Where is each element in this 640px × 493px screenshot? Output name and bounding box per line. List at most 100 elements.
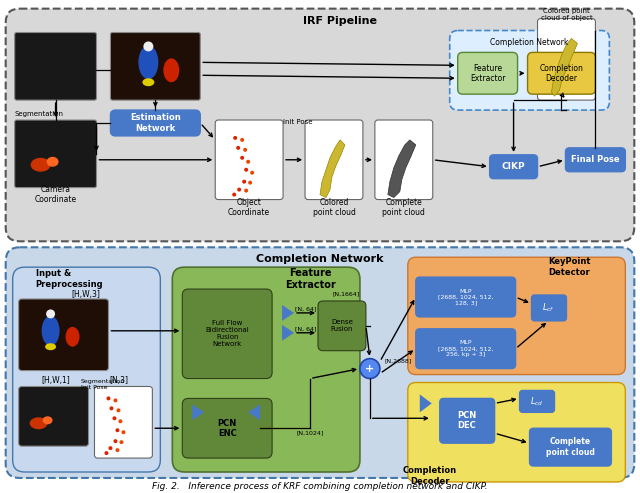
Text: Feature
Extractor: Feature Extractor: [470, 64, 506, 83]
FancyBboxPatch shape: [566, 148, 625, 172]
Ellipse shape: [42, 316, 60, 346]
Ellipse shape: [248, 180, 252, 185]
Text: Feature
Extractor: Feature Extractor: [285, 268, 335, 290]
Text: PCN
ENC: PCN ENC: [218, 419, 237, 438]
FancyBboxPatch shape: [490, 155, 538, 178]
FancyBboxPatch shape: [182, 289, 272, 379]
Text: Completion
Decoder: Completion Decoder: [540, 64, 584, 83]
Ellipse shape: [122, 430, 125, 434]
Text: Completion Network: Completion Network: [256, 254, 384, 264]
Ellipse shape: [109, 406, 113, 410]
Text: $L_{cd}$: $L_{cd}$: [530, 395, 543, 408]
Text: Complete
point cloud: Complete point cloud: [546, 437, 595, 457]
FancyBboxPatch shape: [408, 257, 625, 375]
Ellipse shape: [232, 193, 236, 197]
Ellipse shape: [242, 179, 246, 184]
Polygon shape: [420, 394, 432, 412]
Ellipse shape: [246, 160, 250, 164]
FancyBboxPatch shape: [529, 428, 611, 466]
FancyBboxPatch shape: [95, 387, 152, 458]
Text: MLP
[2688, 1024, 512,
256, kp + 3]: MLP [2688, 1024, 512, 256, kp + 3]: [438, 340, 493, 357]
Text: Segmentation: Segmentation: [14, 111, 63, 117]
Text: [N, 64]: [N, 64]: [295, 307, 317, 312]
FancyBboxPatch shape: [532, 295, 566, 321]
Ellipse shape: [31, 158, 51, 172]
Text: [N,1664]: [N,1664]: [332, 291, 360, 296]
Circle shape: [360, 358, 380, 379]
FancyBboxPatch shape: [172, 267, 360, 472]
Text: $L_{cf}$: $L_{cf}$: [542, 302, 555, 314]
Text: Camera
Coordinate: Camera Coordinate: [35, 185, 77, 204]
Ellipse shape: [120, 440, 124, 444]
Text: Colored point
cloud of object: Colored point cloud of object: [541, 8, 593, 21]
Ellipse shape: [29, 417, 47, 429]
FancyBboxPatch shape: [318, 301, 366, 351]
Ellipse shape: [142, 78, 154, 86]
FancyBboxPatch shape: [408, 383, 625, 482]
FancyBboxPatch shape: [375, 120, 433, 200]
Ellipse shape: [106, 396, 111, 400]
Text: IRF Pipeline: IRF Pipeline: [303, 16, 377, 26]
FancyBboxPatch shape: [15, 33, 97, 100]
Polygon shape: [192, 404, 204, 421]
Ellipse shape: [113, 398, 118, 402]
FancyBboxPatch shape: [6, 9, 634, 241]
Text: Segmentation
Init Pose: Segmentation Init Pose: [81, 379, 125, 390]
Ellipse shape: [115, 448, 120, 452]
FancyBboxPatch shape: [520, 390, 554, 412]
Text: Dense
Fusion: Dense Fusion: [331, 319, 353, 332]
Text: [H,W,1]: [H,W,1]: [41, 376, 70, 385]
Text: Final Pose: Final Pose: [571, 155, 620, 164]
Ellipse shape: [243, 148, 247, 152]
Text: [H,W,3]: [H,W,3]: [71, 289, 100, 299]
Ellipse shape: [250, 171, 254, 175]
Ellipse shape: [236, 146, 240, 150]
Text: [N,3]: [N,3]: [109, 376, 128, 385]
FancyBboxPatch shape: [416, 277, 516, 317]
Ellipse shape: [138, 45, 158, 79]
FancyBboxPatch shape: [19, 387, 88, 446]
FancyBboxPatch shape: [19, 299, 108, 371]
FancyBboxPatch shape: [6, 247, 634, 478]
Text: Input &
Preprocessing: Input & Preprocessing: [36, 269, 103, 289]
Ellipse shape: [233, 136, 237, 140]
Text: Completion Network: Completion Network: [490, 38, 569, 47]
Text: +: +: [365, 363, 374, 374]
Text: [N,2688]: [N,2688]: [385, 358, 412, 363]
FancyBboxPatch shape: [13, 267, 161, 472]
Ellipse shape: [163, 58, 179, 82]
Polygon shape: [282, 325, 294, 341]
FancyBboxPatch shape: [440, 398, 495, 443]
FancyBboxPatch shape: [416, 329, 516, 369]
Text: Complete
point cloud: Complete point cloud: [382, 198, 425, 217]
Polygon shape: [282, 305, 294, 321]
Text: Object
Coordinate: Object Coordinate: [228, 198, 270, 217]
Ellipse shape: [113, 439, 118, 443]
Polygon shape: [552, 38, 577, 96]
Ellipse shape: [244, 189, 248, 193]
Ellipse shape: [104, 451, 108, 455]
Text: Fig. 2.   Inference process of KRF combining completion network and CIKP.: Fig. 2. Inference process of KRF combini…: [152, 483, 488, 492]
Ellipse shape: [118, 419, 122, 423]
Ellipse shape: [237, 188, 241, 192]
Text: Colored
point cloud: Colored point cloud: [312, 198, 355, 217]
Polygon shape: [388, 140, 416, 198]
FancyBboxPatch shape: [458, 52, 518, 94]
Text: Completion
Decoder: Completion Decoder: [403, 466, 457, 486]
Ellipse shape: [115, 428, 120, 432]
Text: MLP
[2688, 1024, 512,
128, 3]: MLP [2688, 1024, 512, 128, 3]: [438, 289, 493, 305]
Ellipse shape: [116, 408, 120, 412]
Ellipse shape: [244, 168, 248, 172]
Ellipse shape: [46, 310, 55, 318]
Text: [N, 64]: [N, 64]: [295, 326, 317, 331]
FancyBboxPatch shape: [215, 120, 283, 200]
Ellipse shape: [240, 156, 244, 160]
Ellipse shape: [47, 157, 59, 167]
FancyBboxPatch shape: [15, 120, 97, 188]
Ellipse shape: [108, 446, 113, 450]
Text: KeyPoint
Detector: KeyPoint Detector: [548, 257, 591, 277]
FancyBboxPatch shape: [305, 120, 363, 200]
Ellipse shape: [143, 41, 154, 51]
Ellipse shape: [43, 416, 52, 424]
Text: Full Flow
Bidirectional
Fusion
Network: Full Flow Bidirectional Fusion Network: [205, 320, 249, 347]
